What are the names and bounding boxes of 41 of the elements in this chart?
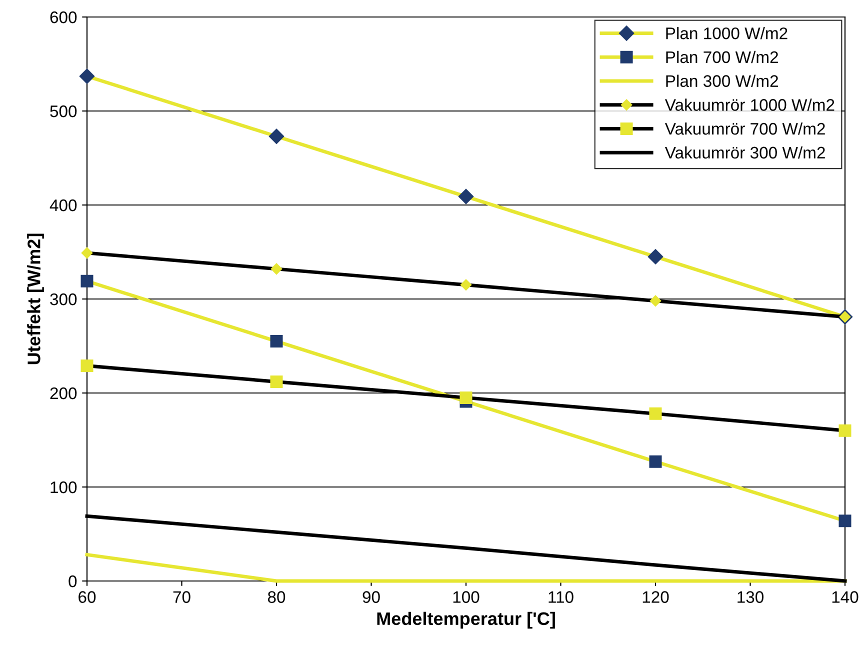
point: [650, 295, 662, 306]
x-tick-label: 60: [78, 591, 96, 603]
x-tick-label: 140: [832, 591, 858, 603]
point: [460, 391, 472, 404]
x-tick-label: 80: [268, 591, 286, 603]
x-tick-label: 110: [548, 591, 574, 603]
y-tick-label: 200: [50, 387, 77, 400]
x-tick-label: 130: [738, 591, 764, 603]
legend-label: Plan 700 W/m2: [666, 50, 778, 64]
y-axis-title: Uteffekt [W/m2]: [27, 234, 44, 364]
y-tick-label: 100: [50, 481, 77, 494]
legend-label: Vakuumrör 300 W/m2: [664, 146, 825, 159]
point: [79, 68, 95, 84]
point: [838, 424, 852, 437]
legend-label: Plan 300 W/m2: [666, 74, 778, 87]
point: [649, 455, 662, 468]
point: [648, 249, 664, 264]
y-tick-label: 600: [50, 11, 77, 24]
point: [270, 335, 283, 348]
point: [649, 407, 662, 420]
x-axis-title: Medeltemperatur ['C]: [377, 612, 555, 629]
point: [270, 375, 283, 388]
point: [80, 359, 94, 372]
point: [838, 514, 852, 528]
y-tick-label: 300: [50, 293, 77, 306]
point: [270, 263, 282, 275]
legend-label: Plan 1000 W/m2: [666, 27, 788, 40]
point: [80, 274, 94, 288]
point: [81, 247, 93, 259]
y-tick-label: 0: [68, 575, 77, 588]
y-tick-label: 400: [50, 199, 77, 212]
point: [460, 279, 472, 291]
legend-label: Vakuumrör 700 W/m2: [664, 122, 825, 135]
point: [458, 188, 474, 204]
point: [268, 128, 284, 144]
x-tick-label: 100: [453, 591, 480, 603]
legend-label: Vakuumrör 1000 W/m2: [664, 98, 834, 111]
y-tick-label: 500: [50, 105, 77, 118]
x-tick-label: 70: [173, 591, 190, 603]
x-tick-label: 90: [362, 591, 380, 603]
x-tick-label: 120: [642, 591, 669, 603]
